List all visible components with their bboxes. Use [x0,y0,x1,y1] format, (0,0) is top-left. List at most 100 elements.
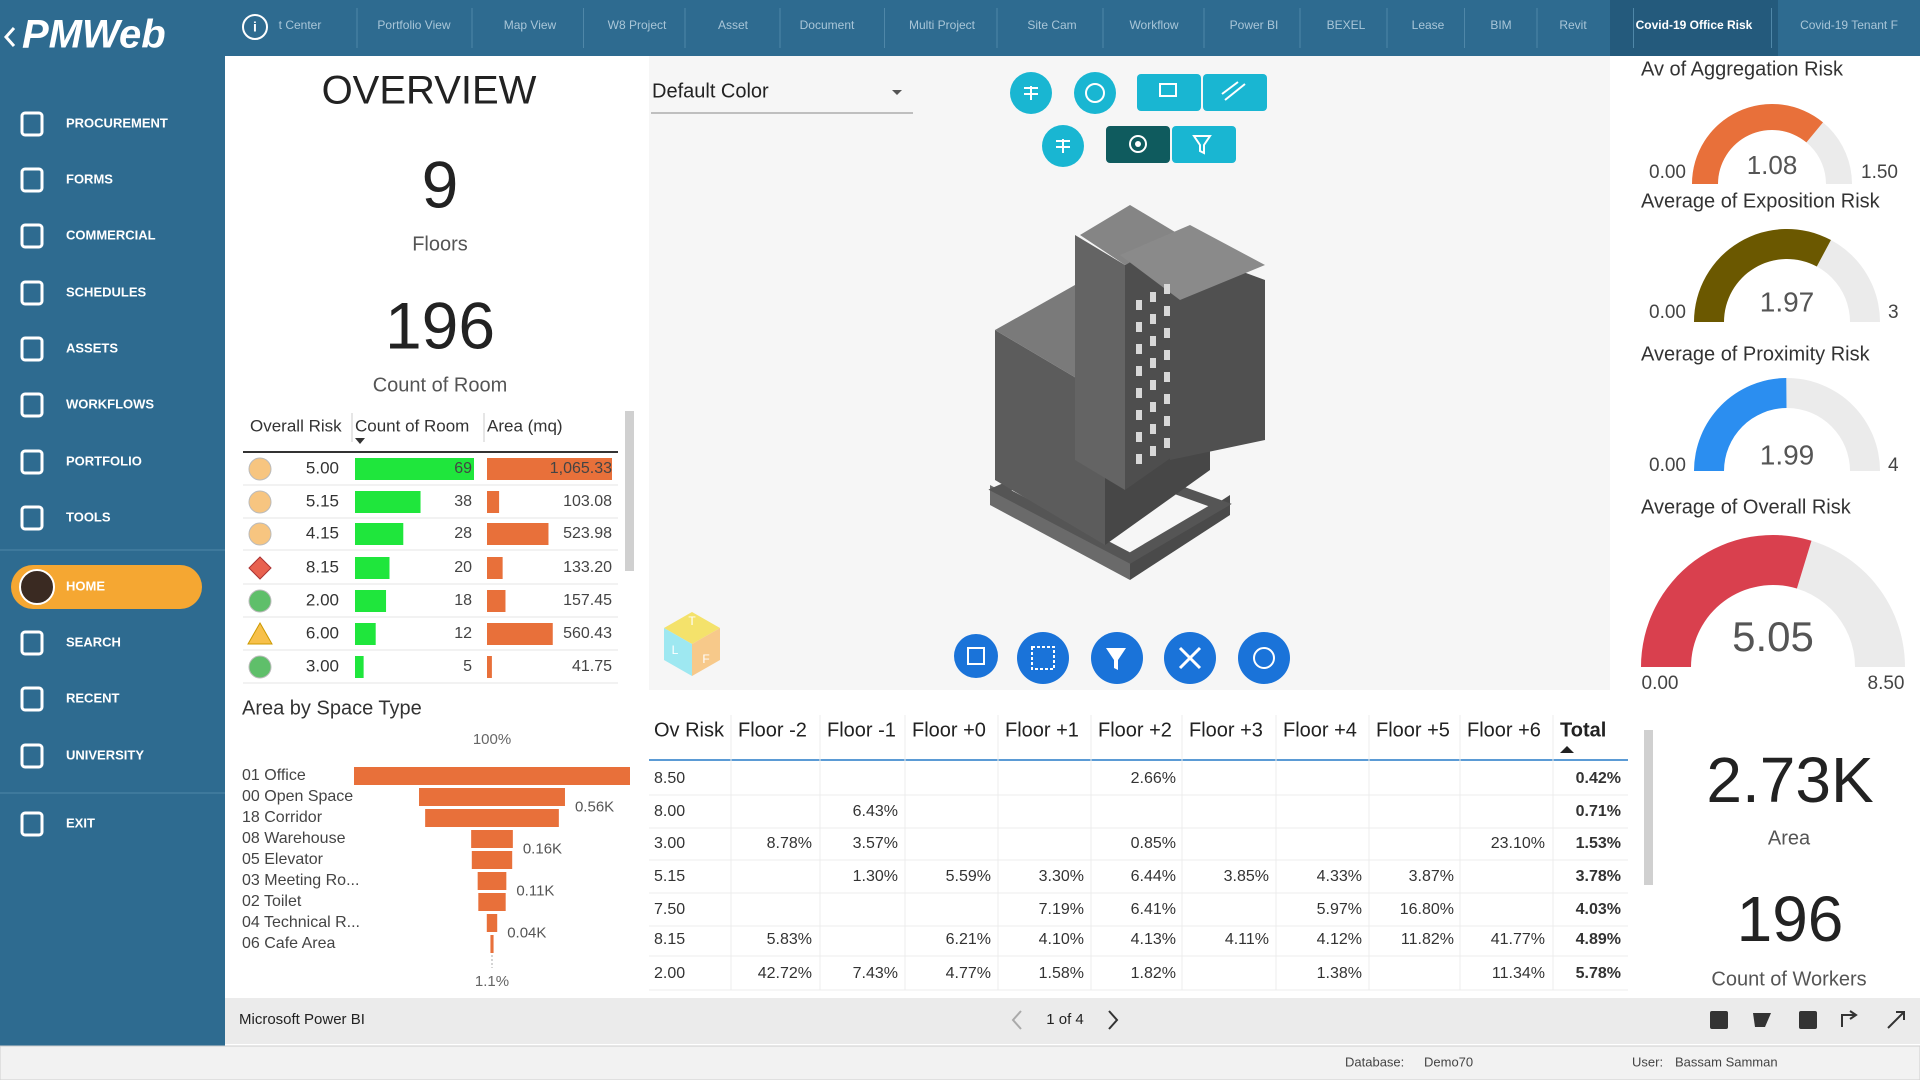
menu-item[interactable]: PORTFOLIO [66,453,142,468]
twitter[interactable] [1753,1013,1771,1027]
kpi-value: 196 [385,288,495,362]
menu-item[interactable]: PROCUREMENT [66,115,168,130]
matrix-header: Ov Risk [654,719,725,741]
funnel-bar [490,935,494,953]
funnel-category: 18 Corridor [242,809,323,826]
tab[interactable]: t Center [279,18,322,32]
menu-icon [20,392,44,418]
risk-marker [248,490,272,514]
tab[interactable]: Lease [1412,18,1445,32]
user-value: Bassam Samman [1675,1054,1778,1069]
menu-item[interactable]: COMMERCIAL [66,227,156,242]
window [1164,306,1170,316]
tab[interactable]: Asset [718,18,749,32]
funnel-bar [477,872,507,890]
gauge-title: Average of Proximity Risk [1641,343,1871,365]
view-cube-label: F [702,652,709,666]
button[interactable] [1017,632,1069,684]
view-cube [664,612,720,676]
matrix-cell: 4.13% [1131,931,1176,948]
tab[interactable]: Revit [1559,18,1587,32]
linkedin[interactable] [1710,1011,1728,1029]
tab-bar [0,0,1920,56]
matrix-cell: 3.87% [1409,868,1454,885]
sidebar [0,56,225,1047]
risk-marker [248,556,272,580]
tab[interactable]: Workflow [1129,18,1178,32]
share[interactable] [1841,1010,1858,1027]
color-dropdown[interactable]: Default Color [652,80,769,102]
tab[interactable]: BIM [1490,18,1511,32]
area-value: 157.45 [563,592,612,609]
matrix-row-header: 3.00 [654,835,685,852]
menu-item[interactable]: EXIT [66,815,95,830]
kpi-value: 9 [422,147,459,221]
menu-item[interactable]: FORMS [66,171,113,186]
viewer-toolbar [1010,72,1267,167]
menu-item[interactable]: TOOLS [66,509,111,524]
prev-page[interactable] [1011,1010,1022,1030]
tab[interactable]: Map View [504,18,557,32]
menu-item[interactable]: UNIVERSITY [66,747,144,762]
count-bar [355,623,376,645]
matrix-cell: 4.03% [1576,901,1621,918]
matrix-cell: 11.82% [1401,931,1454,948]
menu-item[interactable]: SCHEDULES [66,284,147,299]
window [1136,366,1142,376]
tab[interactable]: W8 Project [608,18,667,32]
funnel-category: 01 Office [242,767,306,784]
card-value: 2.73K [1706,744,1873,816]
count-bar [355,523,404,545]
gauge-value: 1.08 [1747,150,1798,180]
tab[interactable]: Site Cam [1027,18,1076,32]
matrix-cell: 3.57% [853,835,898,852]
button[interactable] [1074,72,1116,114]
tab[interactable]: BEXEL [1327,18,1366,32]
menu-item[interactable]: HOME [66,578,105,593]
page-indicator: 1 of 4 [1046,1011,1084,1028]
menu-item[interactable]: SEARCH [66,634,121,649]
info-icon[interactable] [242,14,268,40]
sort-indicator [1560,746,1574,753]
facebook[interactable] [1799,1011,1817,1029]
button[interactable] [1137,74,1201,111]
active-tab[interactable] [1610,0,1778,56]
count-bar [355,491,421,513]
window [1164,394,1170,404]
matrix-cell: 5.97% [1317,901,1362,918]
active-menu[interactable] [11,565,202,609]
window [1150,380,1156,390]
button[interactable] [1238,632,1290,684]
tab[interactable]: Covid-19 Office Risk [1636,18,1753,32]
building-windows [1136,284,1170,464]
matrix-header: Floor +0 [912,719,986,741]
tab[interactable]: Multi Project [909,18,976,32]
dropdown-caret[interactable] [892,90,902,95]
gauge-value: 5.05 [1732,613,1814,660]
tab[interactable]: Covid-19 Tenant F [1800,18,1898,32]
scrollbar[interactable] [1644,730,1653,885]
matrix-row-header: 5.15 [654,868,685,885]
menu-item[interactable]: RECENT [66,690,120,705]
matrix-cell: 41.77% [1491,931,1545,948]
tab[interactable]: Document [800,18,855,32]
window [1136,388,1142,398]
menu-item[interactable]: WORKFLOWS [66,396,154,411]
button[interactable] [954,634,998,678]
scrollbar[interactable] [625,411,634,571]
funnel-category: 02 Toilet [242,893,302,910]
tab[interactable]: Portfolio View [377,18,450,32]
fullscreen[interactable] [1887,1011,1905,1029]
menu-icon [20,449,44,475]
matrix-cell: 1.30% [853,868,898,885]
tab[interactable]: Power BI [1230,18,1279,32]
area-bar [487,656,492,678]
next-page[interactable] [1108,1010,1119,1030]
gauge-max: 3 [1888,302,1899,323]
database-label: Database: [1345,1054,1404,1069]
menu-item[interactable]: ASSETS [66,340,118,355]
window [1150,446,1156,456]
menu-icon [20,223,44,249]
funnel-category: 00 Open Space [242,788,353,805]
